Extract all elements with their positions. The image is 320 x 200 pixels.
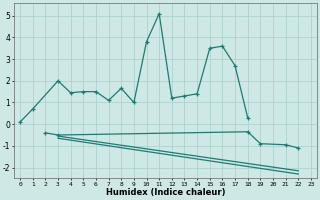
X-axis label: Humidex (Indice chaleur): Humidex (Indice chaleur) <box>106 188 225 197</box>
